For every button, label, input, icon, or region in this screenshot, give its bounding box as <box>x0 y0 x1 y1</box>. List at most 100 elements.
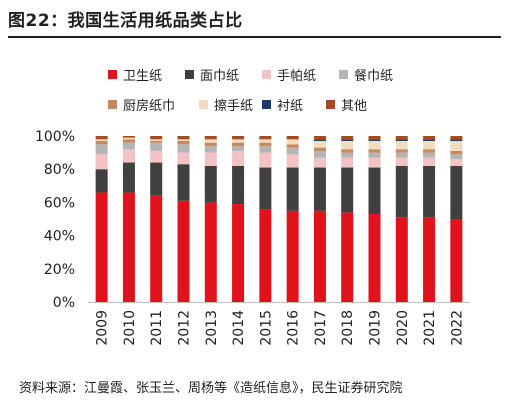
bar-segment <box>95 154 108 170</box>
legend-item-2: 手帕纸 <box>262 65 316 84</box>
legend-item-6: 衬纸 <box>262 95 303 114</box>
bar-segment <box>395 149 408 153</box>
bar-segment <box>177 139 190 141</box>
bar-segment <box>122 149 135 163</box>
legend-label: 厨房纸巾 <box>123 99 176 114</box>
x-tick-label: 2010 <box>122 310 138 346</box>
legend-item-5: 擦手纸 <box>199 95 253 114</box>
bar-segment <box>341 136 354 140</box>
legend-label: 衬纸 <box>277 99 304 114</box>
bar-segment <box>177 136 190 140</box>
bar-segment <box>450 165 463 219</box>
legend-label: 餐巾纸 <box>354 69 394 84</box>
x-tick-label: 2022 <box>449 310 465 346</box>
bar-segment <box>313 167 326 211</box>
bar-segment <box>450 139 463 141</box>
bar-segment <box>95 139 108 141</box>
bar-segment <box>204 139 217 143</box>
bar-segment <box>259 139 272 143</box>
bar-segment <box>395 165 408 218</box>
bar-segment <box>259 209 272 302</box>
bar-segment <box>150 140 163 143</box>
bar-segment <box>259 145 272 153</box>
x-tick-label: 2020 <box>395 310 411 346</box>
bar-segment <box>150 142 163 151</box>
legend-label: 手帕纸 <box>277 69 317 84</box>
bar-segment <box>259 152 272 168</box>
legend-label: 擦手纸 <box>214 99 254 114</box>
bar-segment <box>122 137 135 140</box>
bar-segment <box>450 136 463 140</box>
source-note: 资料来源：江曼霞、张玉兰、周杨等《造纸信息》，民生证券研究院 <box>19 381 403 396</box>
bar-segment <box>395 217 408 302</box>
bar-segment <box>259 136 272 140</box>
bar-segment <box>423 149 436 153</box>
bar-segment <box>286 167 299 211</box>
bar-segment <box>177 144 190 153</box>
bar-segment <box>423 136 436 140</box>
bar-segment <box>122 139 135 143</box>
bar-segment <box>313 157 326 168</box>
x-tick-label: 2012 <box>177 310 193 346</box>
x-tick-label: 2013 <box>204 310 220 346</box>
bar-segment <box>286 136 299 140</box>
bar-segment <box>204 202 217 302</box>
bar-segment <box>232 204 245 302</box>
y-tick-label: 60% <box>44 195 75 211</box>
bar-segment <box>395 157 408 166</box>
legend-swatch <box>108 100 117 109</box>
chart-legend: 卫生纸 面巾纸 手帕纸 餐巾纸 厨房纸巾 擦手纸 衬纸 其他 <box>0 0 509 120</box>
bar-segment <box>150 136 163 140</box>
x-tick-label: 2015 <box>258 310 274 346</box>
bar-segment <box>122 162 135 193</box>
bar-segment <box>341 149 354 153</box>
page-title: 图22：我国生活用纸品类占比 <box>8 11 243 31</box>
y-tick-label: 80% <box>44 162 75 178</box>
bar-segment <box>259 142 272 146</box>
bar-segment <box>313 136 326 140</box>
bar-segment <box>450 140 463 151</box>
bar-segment <box>423 139 436 141</box>
legend-label: 卫生纸 <box>123 69 163 84</box>
legend-label: 面巾纸 <box>200 69 240 84</box>
bar-segment <box>341 167 354 213</box>
bar-segment <box>341 157 354 168</box>
bar-segment <box>150 150 163 163</box>
bar-segment <box>368 214 381 302</box>
legend-label: 其他 <box>341 99 368 114</box>
bar-segment <box>177 140 190 145</box>
bar-segment <box>395 140 408 150</box>
legend-item-4: 厨房纸巾 <box>108 95 175 114</box>
bar-segment <box>341 139 354 141</box>
bar-segment <box>395 139 408 141</box>
bar-segment <box>177 152 190 165</box>
bar-segment <box>450 154 463 160</box>
legend-swatch <box>108 70 117 79</box>
x-tick-label: 2014 <box>231 310 247 346</box>
x-tick-label: 2011 <box>149 310 165 346</box>
bar-segment <box>204 152 217 166</box>
bar-segment <box>313 210 326 302</box>
y-tick-label: 0% <box>53 295 75 311</box>
x-tick-label: 2016 <box>286 310 302 346</box>
bar-segment <box>204 136 217 140</box>
bar-segment <box>122 136 135 138</box>
y-tick-label: 20% <box>44 262 75 278</box>
bar-segment <box>95 140 108 145</box>
bar-segment <box>368 136 381 140</box>
bar-segment <box>286 154 299 168</box>
legend-swatch <box>262 70 271 79</box>
bar-segment <box>150 162 163 196</box>
bar-segment <box>232 150 245 166</box>
legend-swatch <box>339 70 348 79</box>
bar-segment <box>450 219 463 302</box>
bar-segment <box>177 164 190 201</box>
legend-swatch <box>326 100 335 109</box>
bar-segment <box>286 144 299 148</box>
bar-segment <box>204 145 217 153</box>
legend-swatch <box>185 70 194 79</box>
x-tick-label: 2021 <box>422 310 438 346</box>
bar-segment <box>423 157 436 166</box>
bar-segment <box>395 136 408 140</box>
title-divider <box>8 36 501 38</box>
